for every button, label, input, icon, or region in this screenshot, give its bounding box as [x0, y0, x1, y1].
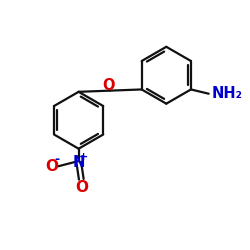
Text: O: O	[75, 180, 88, 194]
Text: -: -	[54, 153, 59, 166]
Text: N: N	[72, 155, 85, 170]
Text: O: O	[103, 78, 115, 93]
Text: NH₂: NH₂	[212, 86, 242, 101]
Text: +: +	[79, 152, 88, 162]
Text: O: O	[45, 159, 58, 174]
